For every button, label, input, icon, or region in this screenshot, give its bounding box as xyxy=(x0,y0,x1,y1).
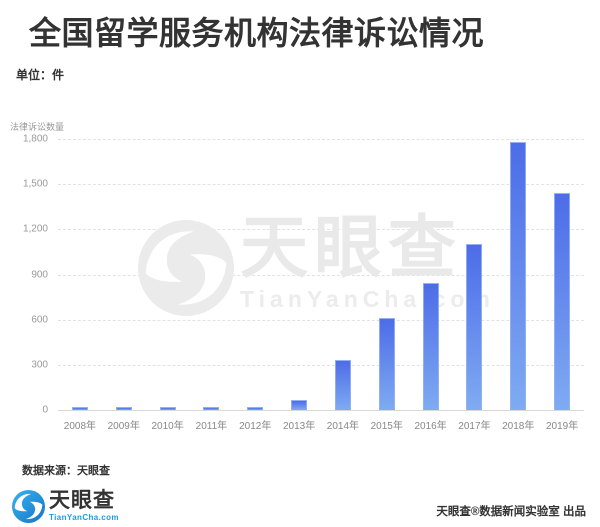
y-tick-label: 900 xyxy=(31,269,48,280)
bar-2017年 xyxy=(466,244,483,410)
credit-label: 天眼查®数据新闻实验室 出品 xyxy=(436,506,586,518)
gridline xyxy=(58,319,584,321)
y-tick-label: 1,800 xyxy=(22,133,48,145)
bar-2010年 xyxy=(159,407,176,410)
x-tick-label: 2011年 xyxy=(195,421,228,432)
gridline xyxy=(58,229,584,231)
bar-2012年 xyxy=(247,407,264,410)
plot-area: 天眼查 TianYanCha.com 0 300 600 900 1,200 1,500 1… xyxy=(22,133,584,432)
x-tick-label: 2018年 xyxy=(502,421,535,432)
bar-2008年 xyxy=(71,407,88,410)
x-tick-label: 2009年 xyxy=(107,421,140,432)
watermark-cn: 天眼查 xyxy=(240,210,463,286)
bar-2009年 xyxy=(115,407,132,410)
bar-2018年 xyxy=(510,142,527,410)
gridline xyxy=(58,364,584,366)
tianyancha-logo: 天眼查 TianYanCha.com xyxy=(12,489,119,523)
y-tick-label: 1,200 xyxy=(22,223,48,235)
y-axis-label: 法律诉讼数量 xyxy=(10,122,65,132)
logo-domain: TianYanCha.com xyxy=(49,513,119,523)
watermark-en: TianYanCha.com xyxy=(240,286,495,312)
unit-label: 单位：件 xyxy=(16,68,65,82)
logo-text: 天眼查 TianYanCha.com xyxy=(49,489,119,523)
watermark-swirl-icon xyxy=(138,220,234,316)
bar-2011年 xyxy=(203,407,220,410)
y-tick-label: 600 xyxy=(31,314,48,326)
x-tick-label: 2016年 xyxy=(414,421,447,432)
data-source-label: 数据来源：天眼查 xyxy=(22,465,110,477)
x-tick-label: 2019年 xyxy=(545,421,579,432)
bar-2014年 xyxy=(334,360,351,410)
gridline xyxy=(58,139,584,140)
tianyancha-logo-icon xyxy=(12,490,45,523)
bar-2016年 xyxy=(422,283,439,410)
x-tick-label: 2008年 xyxy=(63,421,97,432)
bar-2019年 xyxy=(554,193,571,410)
y-tick-label: 300 xyxy=(31,359,48,371)
gridline xyxy=(58,274,584,276)
page-title: 全国留学服务机构法律诉讼情况 xyxy=(29,15,485,51)
x-tick-label: 2015年 xyxy=(370,421,403,432)
x-tick-label: 2012年 xyxy=(239,421,272,432)
x-tick-label: 2010年 xyxy=(151,421,184,432)
y-tick-label: 1,500 xyxy=(22,178,48,190)
x-tick-label: 2014年 xyxy=(326,421,360,432)
gridline xyxy=(58,184,584,186)
logo-cn: 天眼查 xyxy=(49,489,115,512)
x-axis-line xyxy=(58,410,584,411)
x-tick-label: 2013年 xyxy=(282,421,316,432)
bar-2013年 xyxy=(291,400,308,410)
y-tick-label: 0 xyxy=(42,404,48,416)
x-tick-label: 2017年 xyxy=(458,421,491,432)
bar-2015年 xyxy=(378,318,395,410)
